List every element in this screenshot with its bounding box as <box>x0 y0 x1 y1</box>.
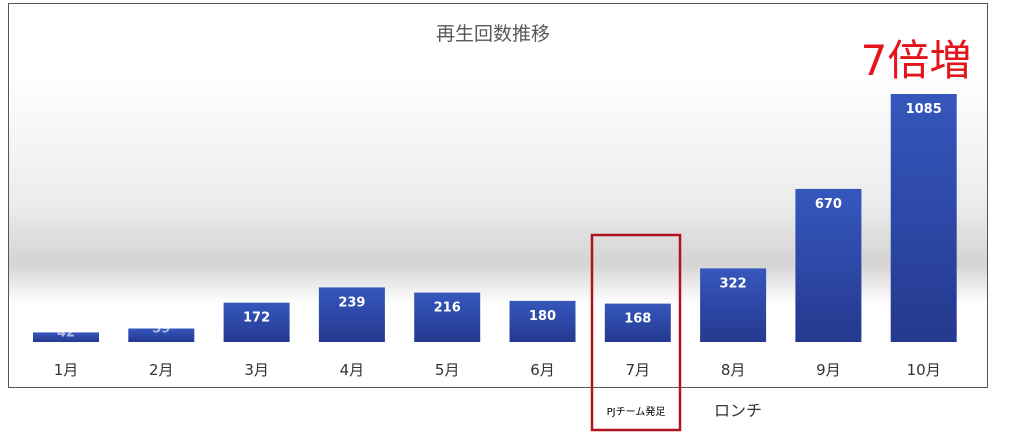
bar-value-label-1: 42 <box>57 325 75 340</box>
bar-value-label-2: 59 <box>152 322 170 337</box>
x-tick-label-10: 10月 <box>907 361 941 379</box>
bar-value-labels: 42 59 172 239 216 180 168 322 670 1085 <box>57 102 942 340</box>
bar-value-label-8: 322 <box>720 276 747 291</box>
bar-2 <box>128 328 195 342</box>
bar-value-label-6: 180 <box>529 309 556 324</box>
bar-9 <box>795 188 862 342</box>
bar-value-label-3: 172 <box>243 311 270 326</box>
x-tick-labels: 1月 2月 3月 4月 5月 6月 7月 8月 9月 10月 <box>54 361 941 379</box>
x-tick-label-8: 8月 <box>721 361 746 379</box>
bar-5 <box>414 292 481 342</box>
bar-6 <box>509 300 576 342</box>
bars <box>33 94 957 342</box>
x-tick-label-2: 2月 <box>149 361 174 379</box>
bar-10 <box>890 94 957 342</box>
team-start-annotation: PJチーム発足 <box>607 405 666 418</box>
chart-title: 再生回数推移 <box>436 23 550 45</box>
july-highlight-box <box>590 233 682 432</box>
x-tick-label-3: 3月 <box>244 361 269 379</box>
launch-annotation: ロンチ <box>714 401 762 420</box>
bar-value-label-10: 1085 <box>906 102 942 117</box>
x-tick-label-1: 1月 <box>54 361 79 379</box>
bar-4 <box>318 287 385 342</box>
bar-value-label-9: 670 <box>815 197 842 212</box>
bar-3 <box>223 302 290 342</box>
bar-value-label-5: 216 <box>434 301 461 316</box>
bar-1 <box>33 332 99 342</box>
bar-value-label-4: 239 <box>338 295 365 310</box>
bar-7 <box>604 303 671 342</box>
x-tick-label-9: 9月 <box>816 361 841 379</box>
bar-8 <box>700 268 767 342</box>
x-tick-label-6: 6月 <box>530 361 555 379</box>
x-tick-label-5: 5月 <box>435 361 460 379</box>
x-tick-label-7: 7月 <box>626 361 651 379</box>
growth-annotation: 7倍増 <box>861 36 972 85</box>
x-tick-label-4: 4月 <box>340 361 365 379</box>
bar-value-label-7: 168 <box>624 312 651 327</box>
